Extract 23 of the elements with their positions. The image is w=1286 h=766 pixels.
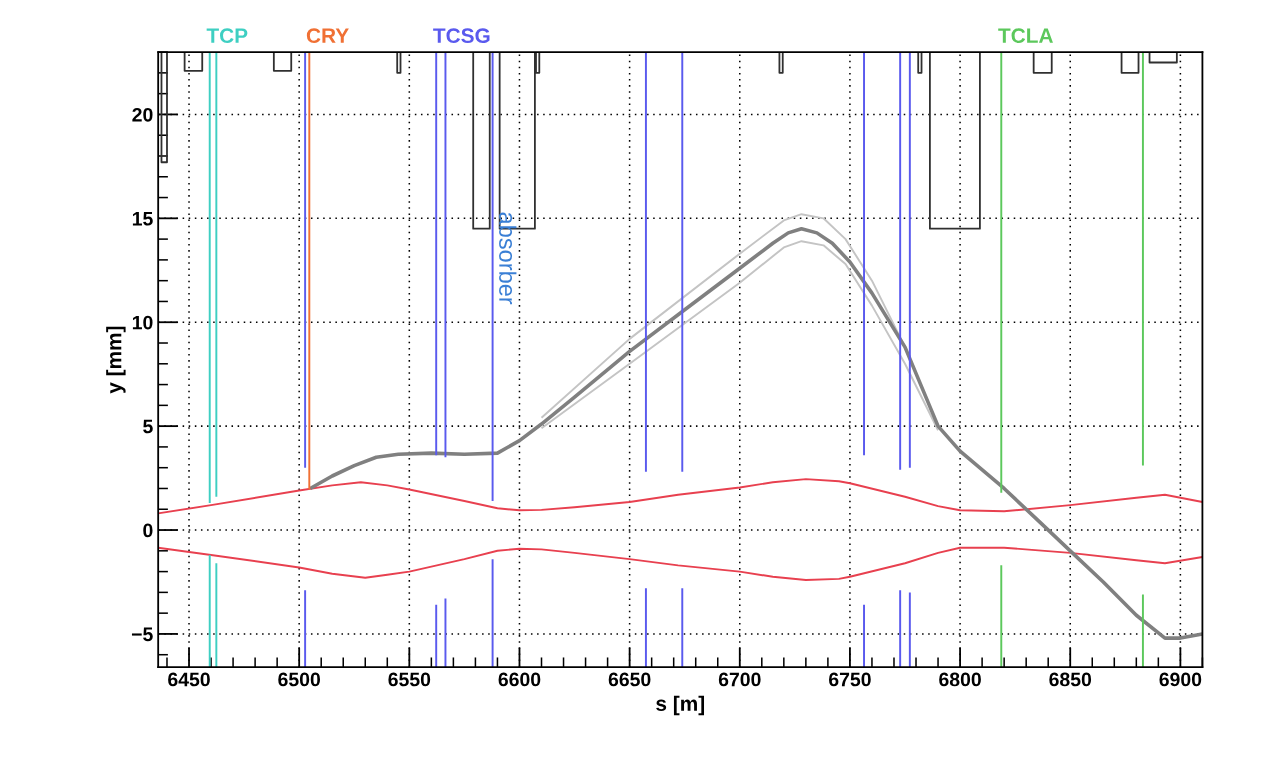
x-tick-label: 6850	[1049, 672, 1092, 687]
series-label: TCP	[206, 28, 248, 44]
x-tick-label: 6500	[278, 672, 320, 687]
y-tick-label: 15	[132, 212, 153, 226]
y-tick-label: 5	[143, 419, 153, 434]
x-tick-label: 6450	[168, 672, 210, 687]
annotation: absorber	[499, 212, 517, 305]
x-tick-label: 6600	[498, 672, 541, 687]
x-axis-title: s [m]	[656, 695, 705, 716]
x-tick-label: 6900	[1159, 672, 1202, 687]
series-label: CRY	[306, 28, 349, 44]
x-tick-label: 6700	[718, 672, 761, 687]
y-axis-title: y [mm]	[106, 326, 126, 394]
x-tick-label: 6750	[829, 672, 871, 687]
x-tick-label: 6650	[608, 672, 651, 687]
x-tick-label: 6800	[939, 672, 981, 687]
series-label: TCSG	[433, 28, 490, 44]
y-tick-label: 20	[132, 107, 153, 122]
series-label: TCLA	[998, 28, 1053, 44]
y-tick-label: 0	[143, 523, 153, 538]
y-tick-label: −5	[131, 627, 153, 642]
y-tick-label: 10	[132, 315, 153, 330]
x-tick-label: 6550	[388, 672, 431, 687]
